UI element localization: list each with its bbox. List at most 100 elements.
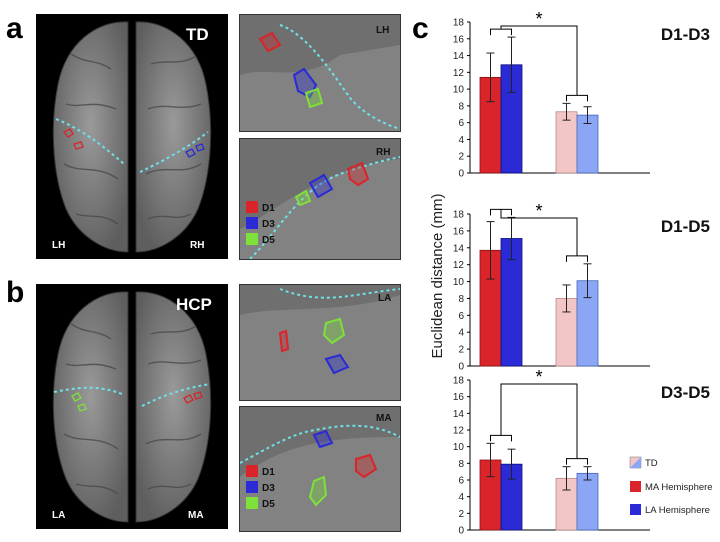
y-tick-label: 2: [458, 345, 464, 356]
y-tick-label: 18: [453, 210, 465, 221]
legend-d3: D3: [262, 483, 275, 494]
y-tick-label: 8: [458, 459, 464, 470]
left-hemisphere: [52, 21, 129, 253]
roi-d5: [304, 87, 324, 109]
y-tick-label: 14: [453, 51, 465, 62]
legend-d5: D5: [262, 235, 275, 246]
y-tick-label: 2: [458, 152, 464, 163]
roi-d1: [278, 329, 290, 353]
zoom-label: RH: [376, 147, 390, 158]
bracket-group1: [490, 434, 512, 442]
group-label-hcp: HCP: [176, 295, 212, 314]
roi-d1: [355, 453, 378, 479]
left-hemisphere: [52, 291, 129, 523]
central-sulcus-left: [55, 118, 125, 165]
digit-legend: D1 D3 D5: [246, 201, 275, 246]
y-tick-label: 2: [458, 509, 464, 520]
bracket-between: [500, 209, 578, 256]
central-sulcus-right: [141, 383, 211, 407]
y-tick-label: 8: [458, 294, 464, 305]
subplot-title: D3-D5: [661, 383, 710, 402]
zoom-hcp-la: LA: [239, 284, 401, 401]
legend-swatch-ma: [630, 481, 641, 492]
bracket-between: [500, 383, 578, 459]
y-tick-label: 14: [453, 409, 465, 420]
hemi-label-rh: RH: [190, 240, 204, 251]
bracket-group2: [566, 255, 588, 262]
euclidean-distance-chart: Euclidean distance (mm) 0 2 4 6 8 10 12 14 16 18 * D…: [429, 9, 713, 537]
y-tick-label: 16: [453, 226, 465, 237]
sulcus-line: [249, 156, 400, 259]
significance-star: *: [535, 9, 542, 29]
zoom-label: LH: [376, 25, 389, 36]
legend-swatch-la: [630, 504, 641, 515]
y-tick-label: 4: [458, 135, 464, 146]
panel-letter-a: a: [6, 12, 23, 45]
hcp-right-roi: [183, 391, 203, 404]
bar-d1-d3-2: [555, 111, 578, 174]
hcp-left-roi: [71, 392, 87, 412]
legend-d1: D1: [262, 467, 275, 478]
y-tick-label: 6: [458, 311, 464, 322]
digit-legend: D1 D3 D5: [246, 465, 275, 510]
subplot-title: D1-D3: [661, 25, 710, 44]
bracket-group1: [490, 28, 512, 36]
right-hemisphere: [135, 21, 212, 253]
roi-d3: [308, 173, 334, 199]
zoom-hcp-ma: MA D1 D3 D5: [239, 406, 401, 532]
y-tick-label: 8: [458, 101, 464, 112]
legend-label: MA Hemisphere: [645, 482, 713, 493]
right-hemisphere: [135, 291, 212, 523]
significance-star: *: [535, 367, 542, 387]
significance-star: *: [535, 201, 542, 221]
legend-label: LA Hemisphere: [645, 505, 710, 516]
legend-d3: D3: [262, 219, 275, 230]
y-tick-label: 10: [453, 85, 465, 96]
legend-d1: D1: [262, 203, 275, 214]
y-tick-label: 4: [458, 328, 464, 339]
y-tick-label: 0: [458, 362, 464, 373]
y-tick-label: 4: [458, 492, 464, 503]
y-tick-label: 16: [453, 392, 465, 403]
y-tick-label: 12: [453, 426, 465, 437]
roi-d1: [346, 161, 370, 187]
y-tick-label: 6: [458, 476, 464, 487]
zoom-td-lh: LH: [239, 14, 401, 132]
central-sulcus-right: [139, 131, 209, 173]
roi-d3: [312, 429, 334, 449]
hemi-label-lh: LH: [52, 240, 65, 251]
roi-d5: [322, 317, 346, 345]
group-label-td: TD: [186, 25, 209, 44]
y-tick-label: 12: [453, 260, 465, 271]
y-tick-label: 18: [453, 376, 465, 387]
y-tick-label: 12: [453, 68, 465, 79]
y-tick-label: 18: [453, 18, 465, 29]
roi-d5: [308, 475, 328, 507]
hemi-label-ma: MA: [188, 510, 204, 521]
td-right-roi: [185, 143, 205, 158]
y-tick-label: 16: [453, 34, 465, 45]
roi-d5: [294, 189, 312, 207]
bracket-group2: [566, 458, 588, 465]
subplot-title: D1-D5: [661, 217, 710, 236]
zoom-label: MA: [376, 413, 392, 424]
bracket-between: [500, 25, 578, 96]
panel-letter-c: c: [412, 12, 429, 45]
legend-swatch-td-half: [630, 457, 641, 468]
td-left-roi: [62, 128, 84, 150]
y-tick-label: 10: [453, 442, 465, 453]
hemi-label-la: LA: [52, 510, 65, 521]
sulcus-line: [279, 288, 400, 299]
y-tick-label: 14: [453, 243, 465, 254]
y-tick-label: 6: [458, 118, 464, 129]
legend-label: TD: [645, 458, 658, 469]
bracket-group2: [566, 94, 588, 102]
central-sulcus-left: [53, 386, 123, 395]
y-tick-label: 10: [453, 277, 465, 288]
zoom-label: LA: [378, 293, 391, 304]
panel-letter-b: b: [6, 276, 25, 309]
sulcus-line: [279, 24, 400, 130]
bar-d3-d5-3: [576, 472, 599, 531]
y-tick-label: 0: [458, 526, 464, 537]
y-tick-label: 0: [458, 169, 464, 180]
